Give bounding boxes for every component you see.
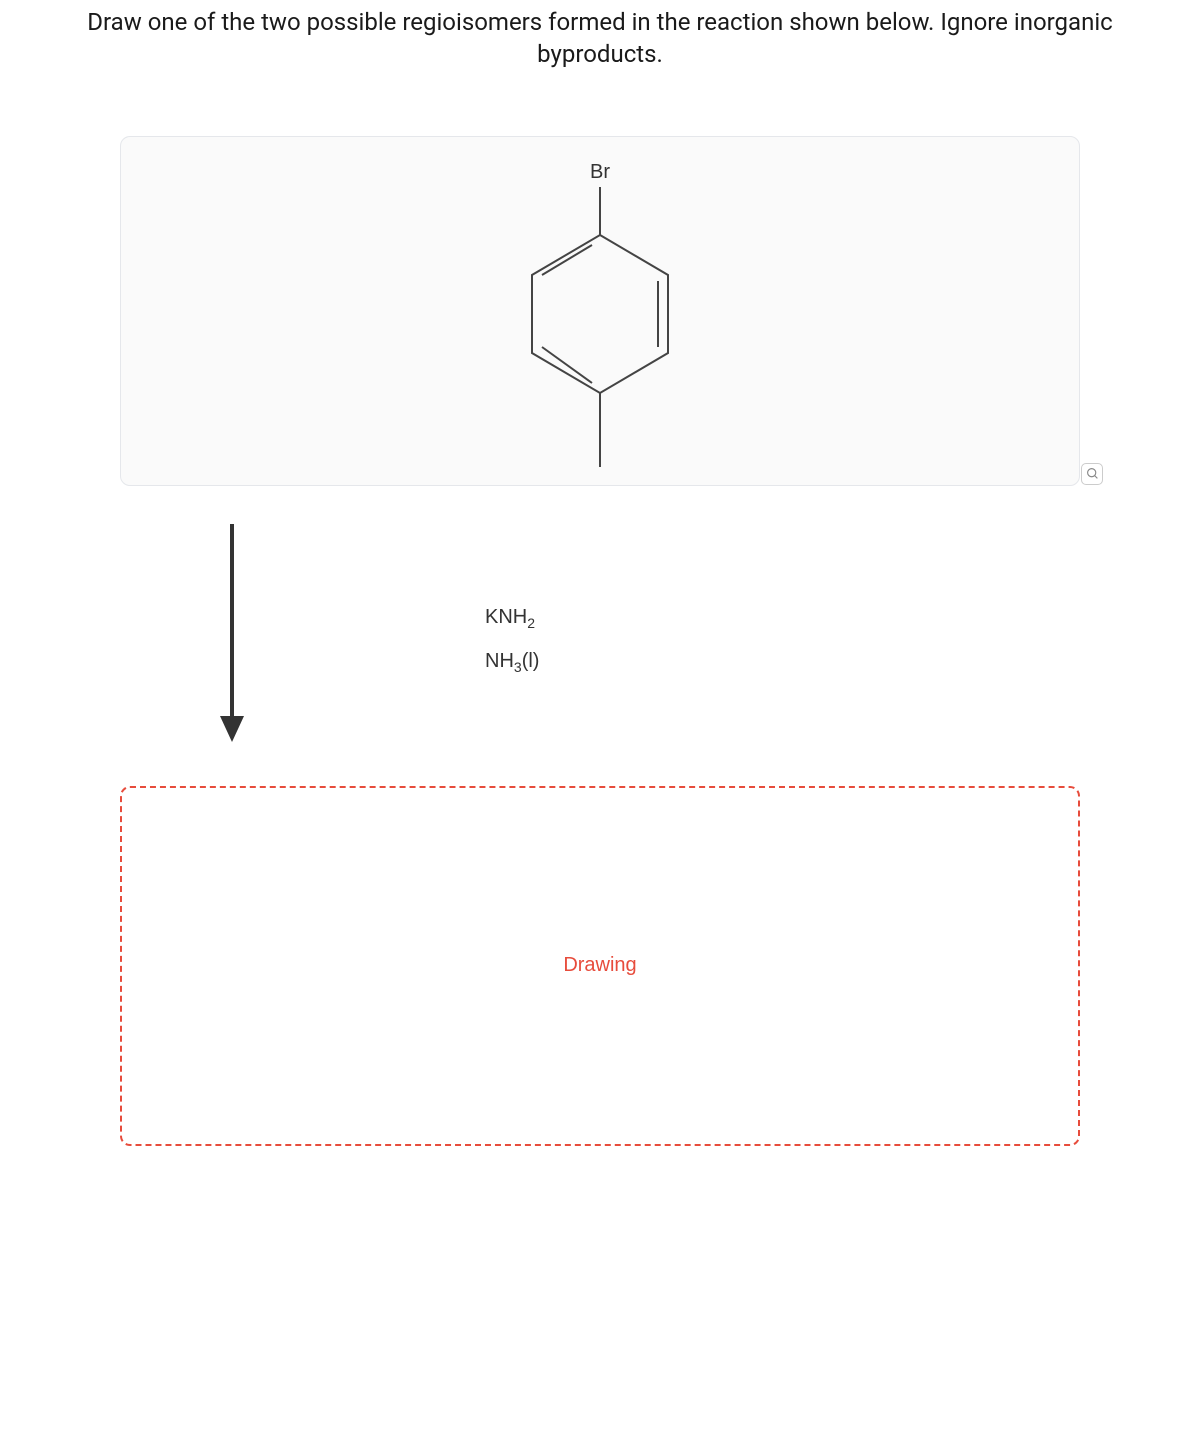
magnifier-icon: [1086, 467, 1099, 480]
question-line-1: Draw one of the two possible regioisomer…: [87, 8, 1112, 36]
bromine-label: Br: [590, 161, 610, 184]
starting-material-box: Br: [120, 136, 1080, 486]
reaction-arrow: [212, 524, 252, 744]
drawing-label: Drawing: [563, 954, 636, 977]
question-line-2: byproducts.: [537, 40, 663, 68]
reagent-2: NH3(l): [485, 650, 539, 675]
drawing-answer-box[interactable]: Drawing: [120, 786, 1080, 1146]
question-text: Draw one of the two possible regioisomer…: [15, 0, 1185, 71]
reaction-conditions: KNH2 NH3(l): [120, 496, 1080, 786]
reagent-1: KNH2: [485, 606, 535, 631]
benzene-structure: [520, 187, 680, 477]
page-container: Draw one of the two possible regioisomer…: [0, 0, 1200, 1146]
zoom-icon[interactable]: [1081, 463, 1103, 485]
